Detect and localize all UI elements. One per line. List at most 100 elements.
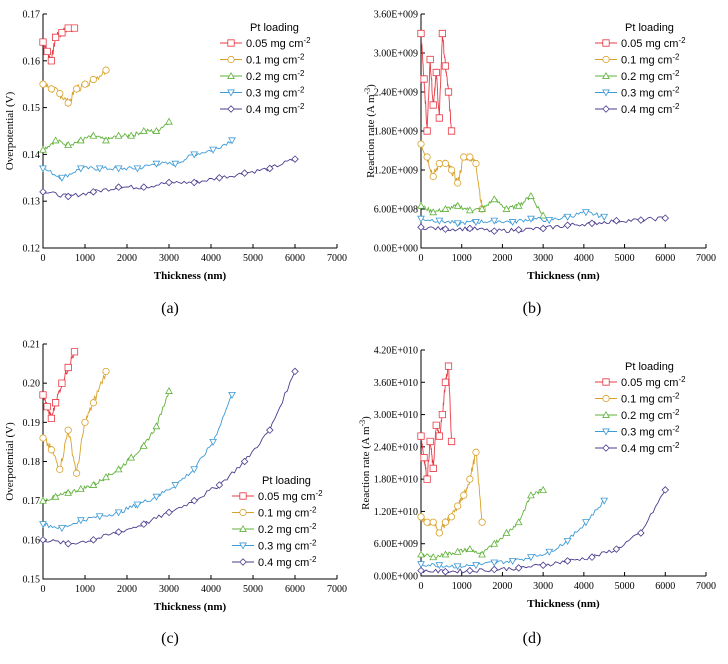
data-point [453, 220, 462, 228]
data-point [490, 195, 499, 203]
x-axis-label: Thickness (nm) [154, 601, 227, 613]
data-point [102, 66, 110, 74]
legend-label-text: 0.2 mg cm [621, 71, 672, 83]
x-tick-label: 2000 [492, 253, 512, 264]
legend-label-text: 0.05 mg cm [621, 377, 678, 389]
x-tick-label: 7000 [696, 581, 716, 592]
series-line [42, 158, 296, 198]
y-tick-label: 0.14 [23, 150, 41, 161]
data-point [465, 545, 474, 553]
data-point [460, 491, 468, 499]
x-tick-label: 0 [41, 584, 46, 595]
data-point [545, 548, 554, 556]
chart-panel-d: 0 1000 2000 3000 4000 5000 6000 7000 0.00E+000 6.… [358, 346, 716, 648]
legend-title: Pt loading [625, 361, 674, 373]
legend-marker [227, 39, 235, 47]
x-tick-label: 0 [41, 253, 46, 264]
legend-label: 0.05 mg cm-2 [246, 36, 311, 50]
data-point [102, 136, 110, 144]
series-line [420, 144, 483, 210]
data-point [472, 219, 480, 227]
legend-label-sup: -2 [309, 522, 317, 531]
legend-label: 0.1 mg cm-2 [621, 53, 680, 67]
series-4 [39, 155, 299, 201]
data-point [215, 174, 224, 182]
data-point [39, 434, 47, 442]
data-point [514, 518, 523, 526]
series-0 [417, 362, 456, 483]
data-point [47, 446, 56, 454]
data-point [490, 539, 499, 547]
data-point [514, 226, 523, 234]
x-tick-label: 4000 [201, 253, 221, 264]
data-point [76, 484, 85, 492]
data-point [539, 224, 547, 233]
x-tick-label: 7000 [327, 253, 347, 264]
legend-entry: 0.3 mg cm-2 [595, 86, 680, 100]
x-tick-label: 7000 [327, 584, 347, 595]
legend-marker [239, 558, 247, 566]
data-point [466, 224, 474, 233]
series-3 [417, 497, 609, 571]
data-point [56, 465, 64, 473]
data-point [139, 126, 148, 134]
legend-label-sup: -2 [309, 506, 317, 515]
legend-entry: 0.4 mg cm-2 [595, 441, 680, 455]
data-point [453, 201, 462, 209]
legend-label-sup: -2 [672, 102, 680, 111]
data-point [47, 85, 56, 93]
y-axis-label-tail: ) [365, 84, 377, 88]
data-point [64, 426, 72, 434]
legend-label-text: 0.1 mg cm [246, 55, 297, 67]
data-point [417, 513, 425, 521]
data-point [114, 465, 123, 473]
legend-marker [602, 71, 610, 79]
x-tick-label: 6000 [285, 584, 305, 595]
chart-panel-a: 0 1000 2000 3000 4000 5000 6000 7000 0.12 0.13 0.1… [4, 10, 347, 318]
legend-marker [227, 55, 235, 64]
data-point [588, 219, 596, 228]
x-tick-label: 5000 [615, 581, 635, 592]
data-point [582, 519, 590, 527]
y-tick-label: 2.40E+010 [374, 442, 418, 453]
data-point [39, 391, 47, 399]
legend-marker [602, 89, 610, 97]
legend-marker [227, 89, 235, 97]
legend-marker [602, 55, 610, 64]
data-point [447, 166, 456, 174]
data-point [661, 214, 670, 222]
legend-entry: 0.1 mg cm-2 [595, 53, 680, 67]
data-point [447, 127, 456, 135]
data-point [39, 38, 47, 46]
legend-entry: 0.3 mg cm-2 [595, 425, 680, 439]
data-point [612, 216, 621, 225]
legend-label-sup: -2 [672, 86, 680, 95]
data-point [563, 557, 572, 565]
legend-label-text: 0.4 mg cm [246, 104, 297, 116]
data-point [95, 513, 104, 521]
data-point [420, 75, 428, 83]
data-point [441, 567, 450, 576]
series-2 [39, 386, 173, 504]
y-axis-label-text: Overpotential (V) [4, 422, 16, 501]
data-point [454, 502, 462, 510]
data-point [588, 553, 596, 561]
legend-label: 0.4 mg cm-2 [621, 441, 680, 455]
series-2 [417, 191, 548, 219]
data-point [527, 215, 535, 223]
legend-label: 0.3 mg cm-2 [258, 539, 317, 553]
data-point [64, 24, 72, 32]
x-tick-label: 6000 [285, 253, 305, 264]
data-point [490, 227, 499, 235]
data-point [39, 521, 47, 529]
x-tick-label: 2000 [492, 581, 512, 592]
legend-label-text: 0.4 mg cm [621, 443, 672, 455]
legend-label-text: 0.05 mg cm [621, 38, 678, 50]
legend-entry: 0.05 mg cm-2 [220, 36, 311, 50]
x-tick-label: 3000 [159, 584, 179, 595]
legend-label: 0.05 mg cm-2 [258, 489, 323, 503]
data-point [102, 473, 110, 481]
y-tick-label: 1.20E+009 [374, 166, 418, 177]
data-point [133, 165, 142, 173]
legend-label: 0.4 mg cm-2 [258, 555, 317, 569]
